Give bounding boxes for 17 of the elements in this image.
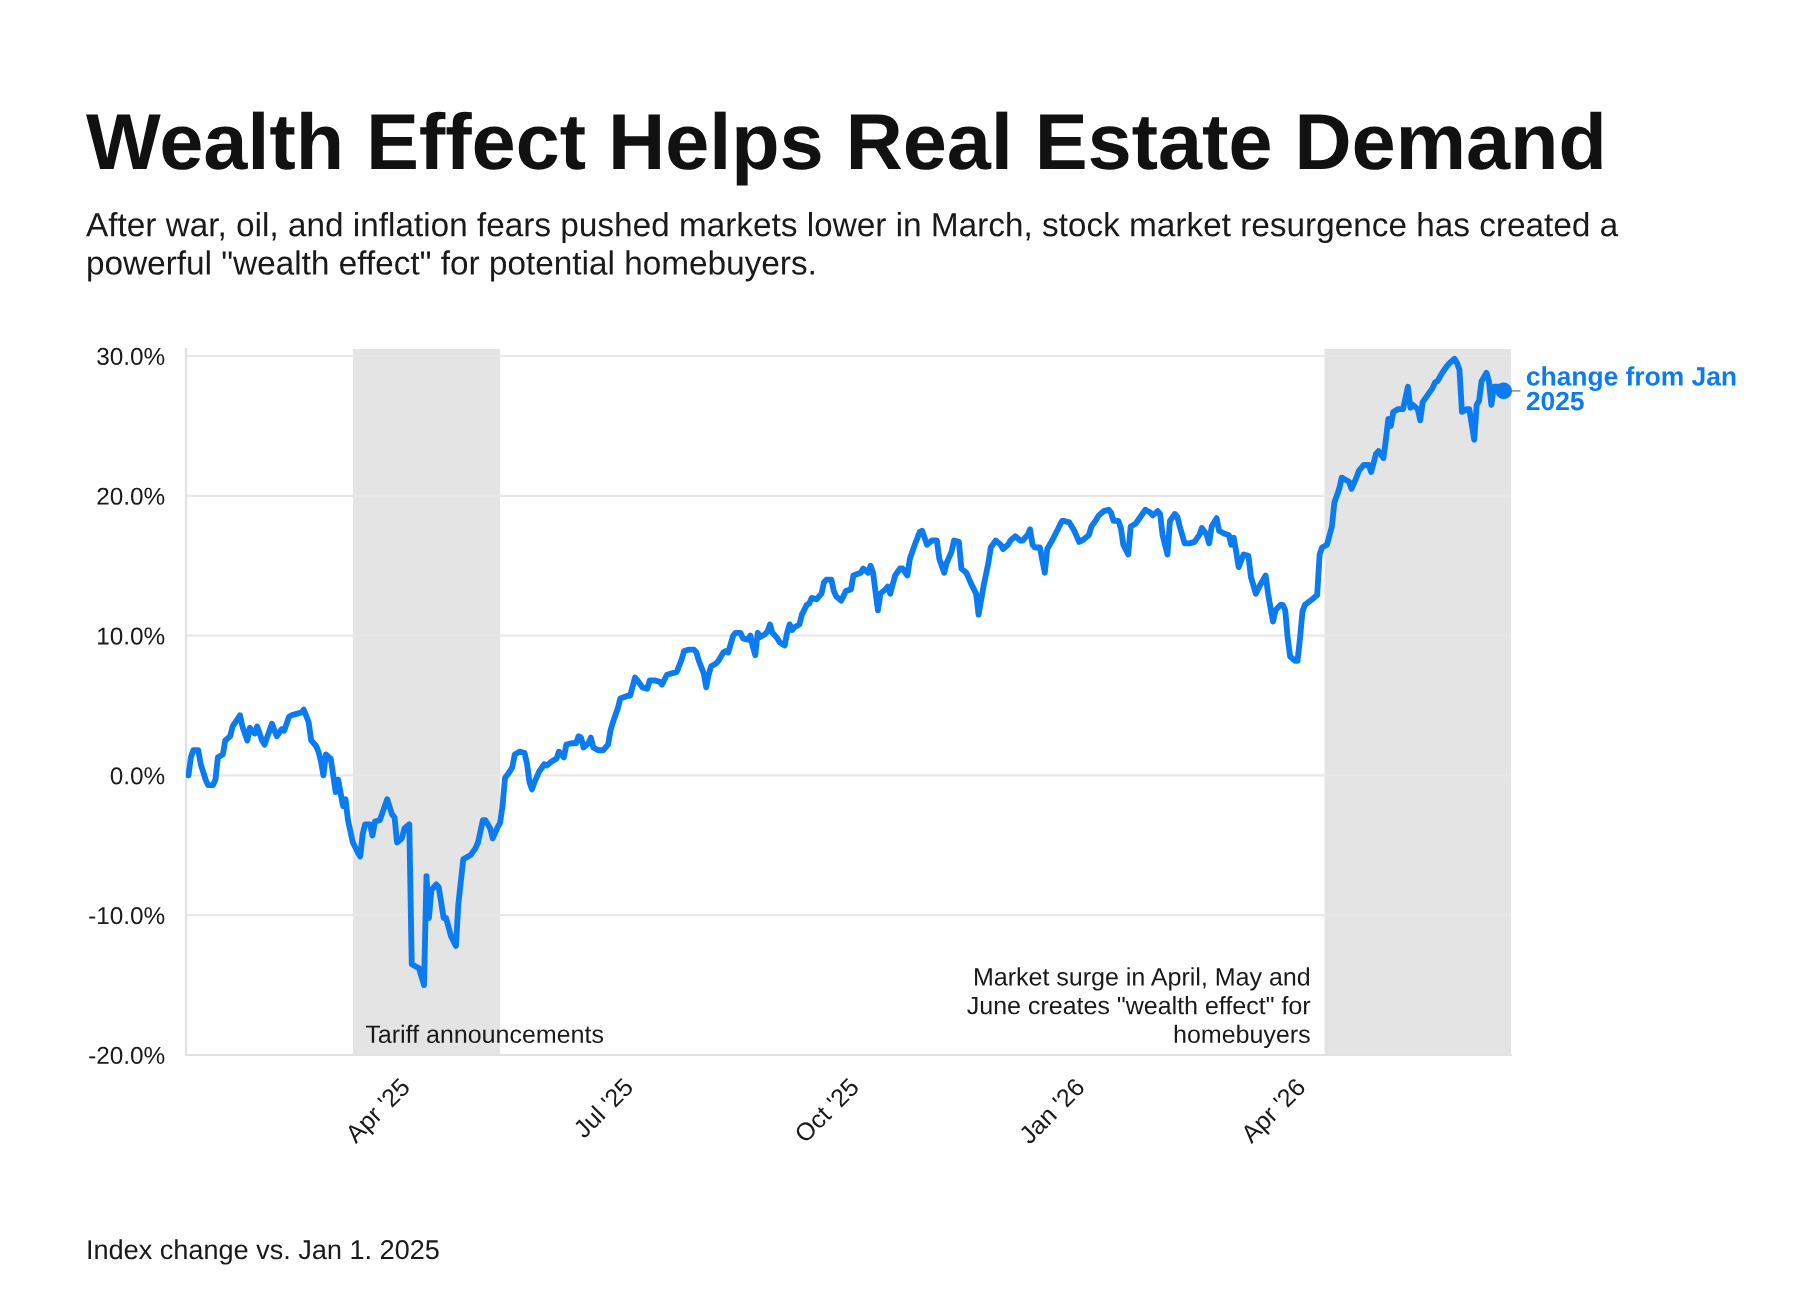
y-tick-label: 10.0% — [98, 627, 165, 645]
band-label: Market surge in April, May and June creates "wealth effect" for homebuyers — [967, 967, 1311, 1049]
x-tick-label: Apr '25 — [343, 1077, 415, 1148]
x-tick-label: Oct '25 — [793, 1077, 860, 1144]
x-tick-label: Jan '26 — [1017, 1077, 1086, 1146]
text: Index change vs. Jan 1. 2025 — [88, 1239, 439, 1265]
y-tick-label: -20.0% — [89, 1046, 165, 1065]
y-tick-label: 0.0% — [110, 767, 165, 785]
band-label: Tariff announcements — [365, 1024, 604, 1044]
y-tick-label: 30.0% — [97, 347, 165, 366]
x-tick-label: Jul '25 — [571, 1076, 635, 1140]
chart-title: Wealth Effect Helps Real Estate Demand — [86, 111, 1602, 186]
y-tick-label: 20.0% — [97, 487, 165, 505]
series-label: change from Jan 2025 — [1526, 366, 1736, 411]
chart-subtitle: After war, oil, and inflation fears pushed markets lower in March, stock market resurgence has created a powerful "wealth effect" for potential homebuyers. — [86, 212, 1619, 282]
x-tick-label: Apr '26 — [1239, 1077, 1310, 1148]
y-tick-label: -10.0% — [89, 907, 165, 925]
